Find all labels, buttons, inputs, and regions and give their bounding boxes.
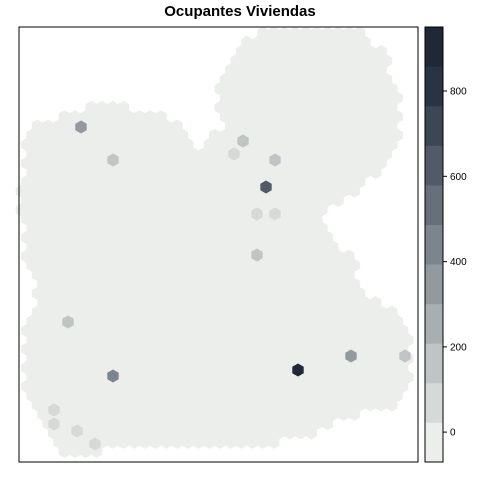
hex-cell-highlight: [345, 349, 357, 363]
colorbar-tick-label: 200: [450, 342, 467, 353]
colorbar-segment: [425, 382, 443, 423]
colorbar-border: [424, 26, 444, 463]
hex-cell: [225, 435, 237, 449]
hex-cell: [182, 435, 194, 449]
colorbar-segment: [425, 422, 443, 463]
colorbar-tick-label: 0: [450, 428, 456, 439]
hex-cell-highlight: [260, 180, 272, 194]
hex-cell-highlight: [399, 349, 411, 363]
hex-cell-highlight: [107, 369, 119, 383]
hex-cell: [257, 435, 269, 449]
colorbar: 0 200 400 600 800: [424, 26, 467, 463]
hex-cell: [58, 444, 70, 459]
hex-cell-highlight: [89, 437, 101, 451]
hex-cell: [235, 435, 248, 449]
hex-cell: [160, 435, 172, 449]
hex-cell: [246, 435, 258, 449]
hex-cell-highlight: [269, 153, 281, 167]
colorbar-segment: [425, 343, 443, 384]
hex-cell: [128, 435, 140, 449]
chart-title: Ocupantes Viviendas: [164, 3, 316, 20]
hex-cell-highlight: [251, 248, 263, 262]
hex-cell: [364, 398, 377, 412]
hex-cell: [386, 398, 398, 412]
hex-cell-highlight: [251, 207, 263, 221]
hex-cell: [284, 426, 296, 440]
colorbar-segment: [425, 27, 443, 67]
colorbar-tick-label: 800: [450, 87, 467, 98]
hex-cell: [348, 184, 360, 198]
colorbar-segment: [425, 66, 443, 107]
hex-cell-highlight: [292, 363, 304, 377]
hex-cell-highlight: [75, 120, 87, 134]
hex-cell: [294, 426, 307, 440]
hex-cell: [117, 435, 130, 449]
hex-cell: [337, 407, 350, 421]
hex-cell-highlight: [107, 153, 119, 167]
colorbar-segment: [425, 106, 443, 146]
hex-cell: [305, 426, 318, 440]
hex-cell: [375, 398, 387, 412]
hex-cell: [69, 444, 81, 459]
hex-cell-highlight: [48, 417, 60, 431]
hex-cell: [171, 435, 183, 449]
hex-cell-highlight: [237, 134, 249, 148]
colorbar-tick-label: 600: [450, 172, 467, 183]
colorbar-segment: [425, 224, 443, 265]
hex-cell: [149, 435, 162, 449]
colorbar-segment: [425, 145, 443, 186]
hex-cell: [332, 193, 344, 207]
hex-cell-highlight: [62, 315, 74, 329]
hex-cell: [214, 435, 226, 449]
hex-cell-highlight: [71, 424, 83, 438]
hex-cell: [321, 417, 334, 431]
colorbar-segment: [425, 264, 443, 305]
hex-cell: [268, 435, 280, 449]
plot-border: [18, 26, 419, 463]
highlight-layer: [48, 120, 411, 451]
hex-cell: [192, 435, 205, 449]
colorbar-segment: [425, 303, 443, 344]
hex-layer: [15, 26, 414, 459]
hex-cell: [203, 435, 215, 449]
hex-cell-highlight: [48, 403, 60, 417]
hex-cell-highlight: [228, 147, 240, 161]
hex-cell: [107, 435, 119, 449]
hex-cell: [139, 435, 151, 449]
hex-cell-highlight: [269, 207, 281, 221]
hex-cell: [370, 165, 382, 180]
colorbar-segment: [425, 185, 443, 226]
colorbar-tick-label: 400: [450, 257, 467, 268]
hex-cell: [348, 407, 360, 421]
